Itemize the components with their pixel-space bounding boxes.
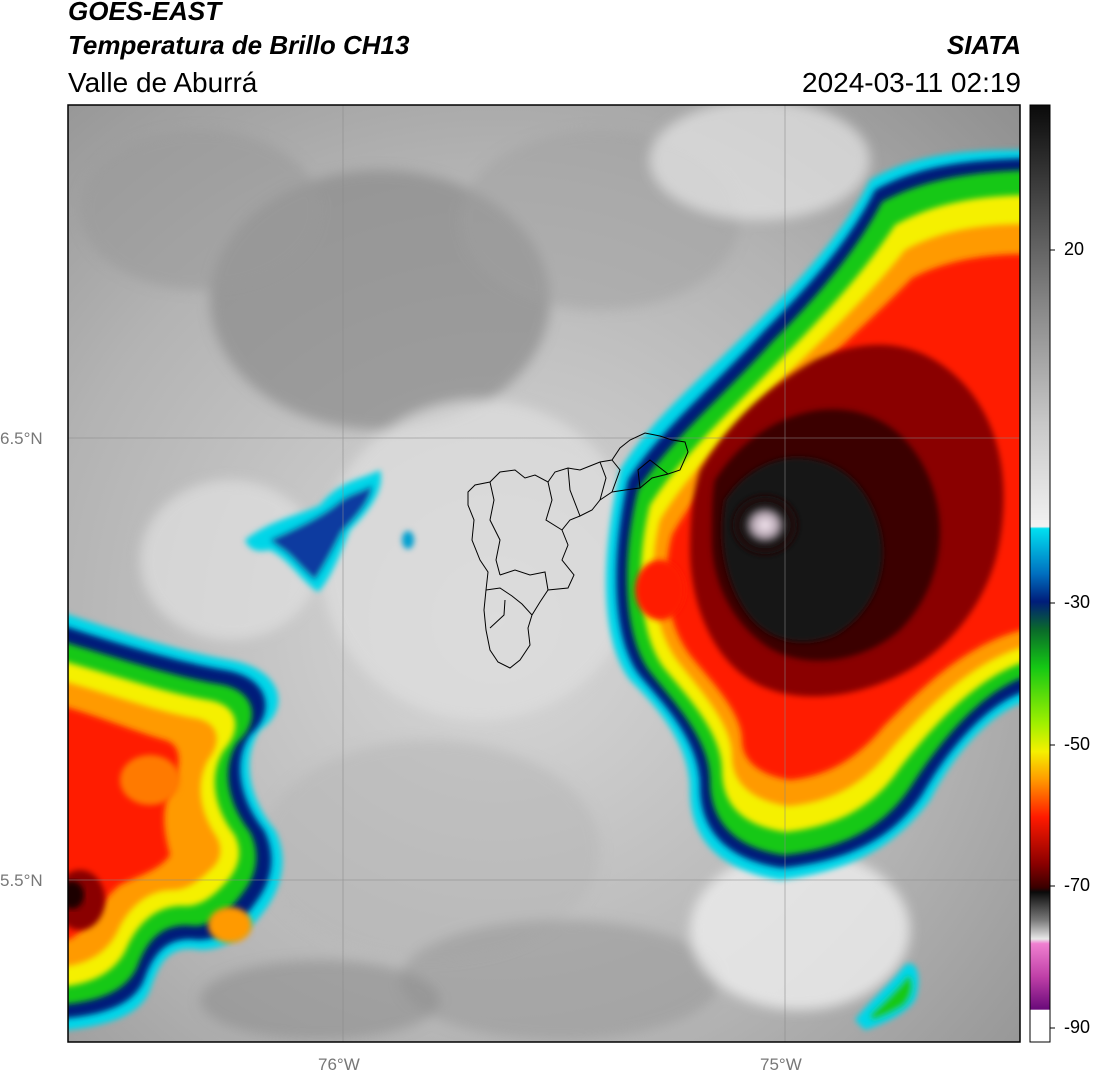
map-frame: [67, 104, 1021, 1043]
colorbar-tick-label: -70: [1064, 875, 1091, 895]
small-cloud-patches: [245, 470, 919, 1030]
lon-tick-label: 76°W: [318, 1055, 360, 1074]
colorbar-tick-label: 20: [1064, 239, 1085, 259]
lon-tick-label: 75°W: [760, 1055, 802, 1074]
graticule: [68, 105, 1020, 1042]
colorbar-tick-label: -50: [1064, 734, 1091, 754]
timestamp-label: 2024-03-11 02:19: [802, 67, 1021, 98]
region-subtitle: Valle de Aburrá: [68, 67, 258, 98]
satellite-title: GOES-EAST: [68, 0, 222, 26]
colorbar-ticks: [1050, 249, 1055, 1029]
southwest-storm-cell: [68, 614, 283, 1030]
east-storm-cell: [606, 150, 1020, 880]
colorbar: [1029, 104, 1051, 1043]
colorbar-tick-label: -90: [1064, 1017, 1091, 1037]
organization-label: SIATA: [946, 30, 1021, 60]
product-title: Temperatura de Brillo CH13: [68, 30, 410, 60]
colorbar-tick-label: -30: [1064, 592, 1091, 612]
lat-tick-label: 6.5°N: [0, 429, 43, 448]
lat-tick-label: 5.5°N: [0, 871, 43, 890]
municipal-boundaries: [467, 432, 689, 669]
brightness-temperature-field: [68, 105, 1020, 1042]
